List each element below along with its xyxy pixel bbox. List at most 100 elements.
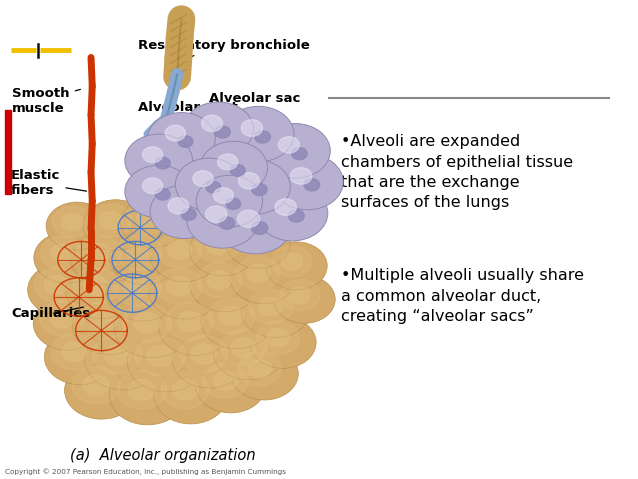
Circle shape bbox=[278, 137, 299, 153]
Circle shape bbox=[275, 199, 297, 216]
Circle shape bbox=[256, 321, 299, 354]
Circle shape bbox=[237, 210, 260, 228]
Text: Elastic
fibers: Elastic fibers bbox=[11, 169, 86, 197]
Circle shape bbox=[187, 193, 258, 248]
Circle shape bbox=[255, 131, 271, 143]
Circle shape bbox=[226, 198, 241, 209]
Circle shape bbox=[258, 297, 282, 316]
Circle shape bbox=[202, 115, 223, 132]
Circle shape bbox=[281, 253, 302, 270]
Circle shape bbox=[142, 178, 163, 194]
Text: Alveolus: Alveolus bbox=[157, 137, 221, 158]
Circle shape bbox=[183, 102, 253, 157]
Circle shape bbox=[179, 335, 228, 373]
Circle shape bbox=[219, 217, 235, 229]
Circle shape bbox=[178, 136, 193, 148]
Circle shape bbox=[128, 379, 155, 400]
Circle shape bbox=[34, 268, 78, 302]
Circle shape bbox=[147, 346, 174, 367]
Circle shape bbox=[91, 310, 117, 331]
Text: Capillaries: Capillaries bbox=[11, 307, 90, 320]
Circle shape bbox=[167, 276, 191, 296]
Circle shape bbox=[172, 380, 198, 400]
Circle shape bbox=[113, 268, 161, 306]
Circle shape bbox=[196, 358, 265, 413]
Circle shape bbox=[40, 301, 85, 336]
Circle shape bbox=[168, 198, 189, 214]
Circle shape bbox=[248, 360, 271, 378]
Circle shape bbox=[221, 329, 267, 365]
Circle shape bbox=[205, 181, 221, 193]
Text: Respiratory bronchiole: Respiratory bronchiole bbox=[138, 39, 310, 59]
Circle shape bbox=[197, 175, 263, 227]
Circle shape bbox=[242, 230, 265, 248]
Circle shape bbox=[220, 160, 290, 214]
Circle shape bbox=[242, 285, 309, 338]
Circle shape bbox=[52, 206, 93, 238]
Circle shape bbox=[147, 113, 215, 165]
Circle shape bbox=[223, 106, 294, 162]
Circle shape bbox=[44, 329, 115, 385]
Circle shape bbox=[272, 154, 343, 210]
Circle shape bbox=[34, 232, 99, 283]
Circle shape bbox=[45, 276, 68, 294]
Text: Alveolar duct: Alveolar duct bbox=[138, 101, 238, 125]
Circle shape bbox=[256, 185, 328, 241]
Circle shape bbox=[165, 125, 186, 141]
Circle shape bbox=[237, 352, 281, 386]
Circle shape bbox=[156, 268, 202, 304]
Circle shape bbox=[161, 371, 209, 409]
Circle shape bbox=[124, 277, 150, 297]
Circle shape bbox=[83, 200, 148, 251]
Circle shape bbox=[233, 223, 274, 255]
Circle shape bbox=[231, 337, 256, 357]
Circle shape bbox=[77, 236, 122, 270]
Circle shape bbox=[27, 263, 95, 316]
Circle shape bbox=[85, 331, 161, 390]
Circle shape bbox=[203, 363, 248, 399]
Circle shape bbox=[214, 324, 285, 380]
Bar bbox=[5, 110, 11, 194]
Circle shape bbox=[218, 154, 238, 170]
Circle shape bbox=[100, 212, 122, 229]
Circle shape bbox=[205, 206, 227, 223]
Circle shape bbox=[239, 172, 260, 189]
Circle shape bbox=[127, 243, 152, 262]
Circle shape bbox=[274, 275, 335, 323]
Circle shape bbox=[127, 202, 168, 234]
Circle shape bbox=[122, 304, 172, 342]
Circle shape bbox=[215, 126, 230, 138]
Circle shape bbox=[206, 236, 229, 254]
Circle shape bbox=[135, 337, 186, 376]
Circle shape bbox=[247, 264, 270, 282]
Circle shape bbox=[84, 276, 108, 296]
Circle shape bbox=[110, 365, 186, 425]
Text: Copyright © 2007 Pearson Education, Inc., publishing as Benjamin Cummings: Copyright © 2007 Pearson Education, Inc.… bbox=[5, 468, 286, 475]
Circle shape bbox=[64, 362, 138, 419]
Circle shape bbox=[200, 141, 267, 194]
Text: •Multiple alveoli usually share
a common alveolar duct,
creating “alveolar sacs”: •Multiple alveoli usually share a common… bbox=[341, 268, 584, 324]
Text: (a)  Alveolar organization: (a) Alveolar organization bbox=[70, 448, 256, 463]
Circle shape bbox=[272, 246, 312, 277]
Circle shape bbox=[292, 148, 307, 160]
Circle shape bbox=[193, 171, 213, 186]
Circle shape bbox=[304, 179, 320, 191]
Circle shape bbox=[155, 157, 170, 169]
Circle shape bbox=[142, 147, 163, 162]
Circle shape bbox=[110, 230, 179, 285]
Circle shape bbox=[137, 209, 159, 227]
Circle shape bbox=[50, 309, 75, 328]
Circle shape bbox=[87, 243, 112, 262]
Circle shape bbox=[117, 235, 162, 270]
Circle shape bbox=[117, 371, 167, 409]
Circle shape bbox=[166, 303, 214, 340]
Circle shape bbox=[150, 228, 219, 282]
Circle shape bbox=[114, 298, 191, 358]
Circle shape bbox=[190, 258, 259, 312]
Text: •Alveoli are expanded
chambers of epithelial tissue
that are the exchange
surfac: •Alveoli are expanded chambers of epithe… bbox=[341, 134, 574, 210]
Text: Smooth
muscle: Smooth muscle bbox=[12, 87, 80, 114]
Circle shape bbox=[66, 263, 137, 319]
Circle shape bbox=[62, 342, 87, 362]
Circle shape bbox=[89, 204, 132, 237]
Circle shape bbox=[207, 271, 232, 290]
